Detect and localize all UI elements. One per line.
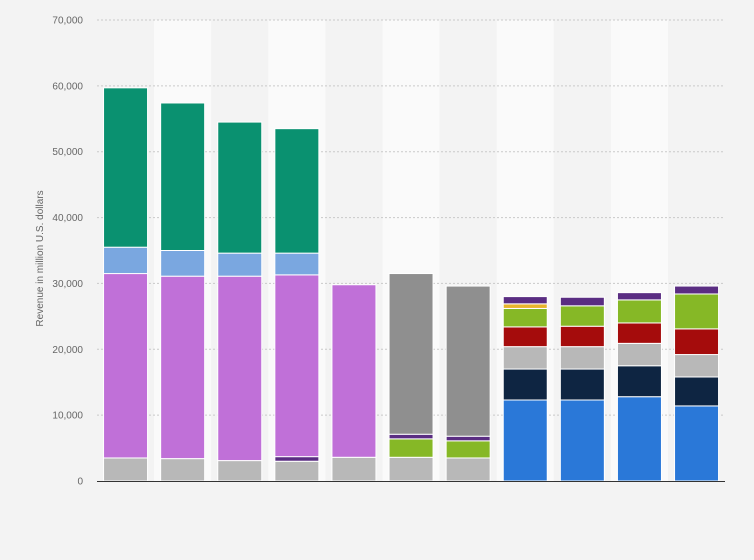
bar-segment [445, 457, 491, 482]
bar-segment [502, 296, 548, 305]
bar-segment [502, 346, 548, 370]
bar-segment [160, 102, 206, 252]
bar-segment [217, 121, 263, 254]
bar-segment [445, 435, 491, 442]
bar-segment [274, 460, 320, 482]
bar-segment [674, 293, 720, 330]
bar-segment [103, 246, 149, 275]
bar-segment [674, 354, 720, 378]
bar-segment [331, 284, 377, 458]
bar-segment [388, 438, 434, 458]
y-tick-label: 40,000 [52, 213, 83, 224]
bar-segment [445, 440, 491, 459]
bar-segment [502, 303, 548, 309]
bar-stack-6 [388, 273, 434, 482]
bar-segment [331, 456, 377, 482]
y-tick-label: 30,000 [52, 279, 83, 290]
y-tick-label: 0 [77, 477, 83, 488]
bar-stack-10 [616, 292, 662, 482]
bar-segment [502, 307, 548, 328]
bar-segment [103, 273, 149, 459]
bar-segment [274, 252, 320, 276]
bar-segment [274, 274, 320, 458]
bar-stack-5 [331, 284, 377, 482]
bar-segment [274, 456, 320, 462]
bar-segment [103, 87, 149, 248]
bar-stack-4 [274, 128, 320, 482]
bar-segment [559, 368, 605, 401]
bar-segment [616, 365, 662, 398]
bar-segment [160, 250, 206, 277]
y-axis-title: Revenue in million U.S. dollars [35, 190, 46, 326]
bar-segment [559, 325, 605, 348]
bar-segment [616, 322, 662, 344]
bar-segment [674, 376, 720, 407]
bar-segment [502, 326, 548, 348]
bar-segment [388, 456, 434, 482]
bar-segment [502, 399, 548, 482]
bar-segment [559, 399, 605, 482]
y-tick-label: 10,000 [52, 411, 83, 422]
bar-segment [559, 296, 605, 307]
bar-segment [445, 285, 491, 437]
bar-segment [502, 368, 548, 401]
bar-stack-2 [160, 102, 206, 482]
bar-segment [160, 458, 206, 482]
bar-stack-7 [445, 285, 491, 482]
bar-segment [274, 128, 320, 254]
bar-segment [616, 292, 662, 301]
bar-segment [388, 433, 434, 440]
bars [103, 87, 720, 482]
bar-segment [217, 275, 263, 462]
bar-segment [559, 305, 605, 327]
bar-segment [616, 342, 662, 367]
y-tick-label: 50,000 [52, 147, 83, 158]
y-tick-label: 70,000 [52, 16, 83, 27]
y-tick-label: 60,000 [52, 81, 83, 92]
bar-segment [616, 299, 662, 324]
bar-segment [616, 396, 662, 482]
bar-stack-1 [103, 87, 149, 482]
bar-segment [388, 273, 434, 435]
bar-segment [217, 460, 263, 482]
bar-segment [160, 275, 206, 460]
bar-segment [674, 405, 720, 482]
bar-stack-11 [674, 285, 720, 482]
bar-stack-8 [502, 296, 548, 482]
bar-segment [217, 252, 263, 277]
bar-segment [103, 457, 149, 482]
bar-segment [559, 346, 605, 370]
y-tick-label: 20,000 [52, 345, 83, 356]
bar-stack-9 [559, 296, 605, 482]
bar-stack-3 [217, 121, 263, 482]
bar-segment [674, 328, 720, 356]
bar-segment [674, 285, 720, 295]
